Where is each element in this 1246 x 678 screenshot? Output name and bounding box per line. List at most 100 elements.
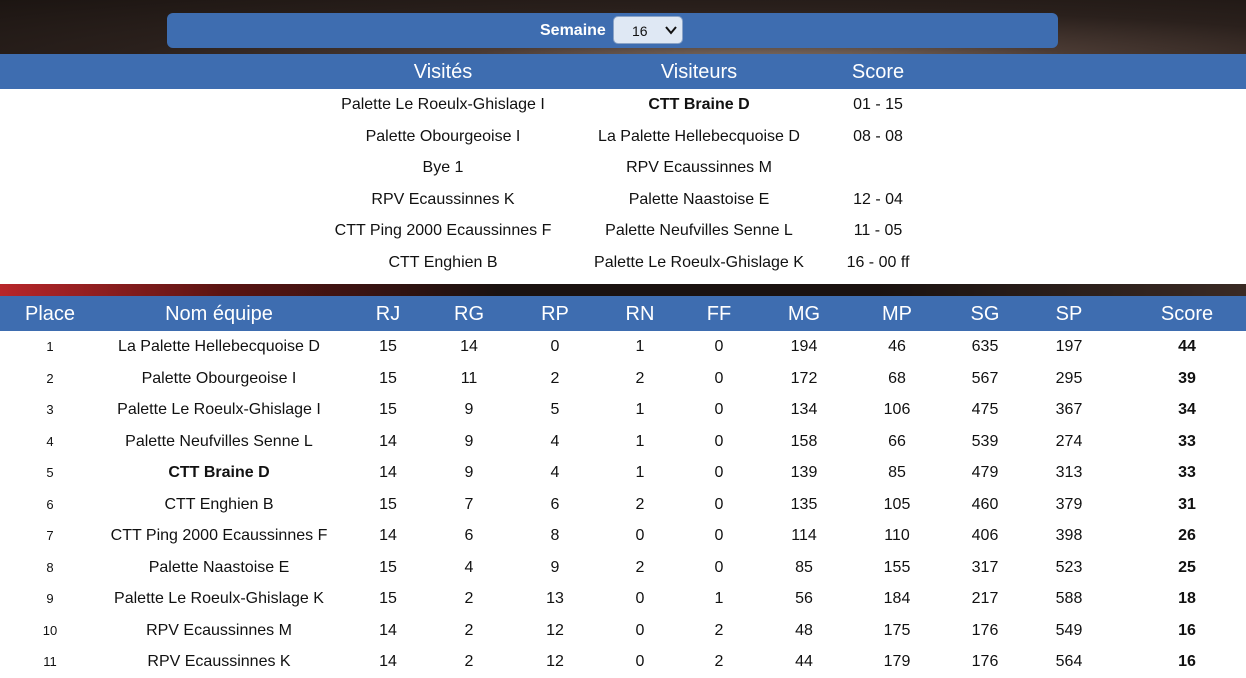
ranking-row: 2 Palette Obourgeoise I 15 11 2 2 0 172 68 567 295…	[0, 363, 1246, 394]
ranking-rg: 6	[464, 527, 474, 544]
ranking-ff: 0	[714, 369, 724, 387]
matches-header-home: Visités	[413, 61, 473, 83]
match-home-team: Bye 1	[422, 159, 464, 176]
ranking-mg: 135	[790, 495, 818, 513]
ranking-rj: 14	[379, 432, 397, 450]
ranking-ff: 0	[714, 464, 724, 481]
ranking-rg: 9	[464, 464, 474, 481]
ranking-rg: 9	[464, 401, 474, 418]
match-home-team: Palette Obourgeoise I	[365, 127, 521, 145]
ranking-rp: 4	[550, 432, 560, 450]
week-select[interactable]: 16	[613, 16, 683, 44]
ranking-rg: 11	[460, 369, 478, 387]
ranking-rp: 8	[550, 527, 560, 544]
match-away-team: La Palette Hellebecquoise D	[598, 127, 800, 145]
ranking-rn: 0	[635, 527, 645, 544]
ranking-rj: 14	[379, 464, 397, 481]
matches-header-away: Visiteurs	[660, 61, 738, 83]
match-away-team: RPV Ecaussinnes M	[626, 159, 772, 176]
ranking-row: 7 CTT Ping 2000 Ecaussinnes F 14 6 8 0 0 114 110…	[0, 520, 1246, 551]
ranking-sg: 479	[971, 464, 999, 481]
ranking-ff: 0	[714, 558, 724, 576]
match-home-team: CTT Enghien B	[388, 253, 498, 271]
match-row: CTT Enghien B Palette Le Roeulx-Ghislage …	[0, 247, 1246, 278]
ranking-header-sp: SP	[1055, 303, 1083, 325]
ranking-mg: 158	[790, 432, 818, 450]
ranking-row: 10 RPV Ecaussinnes M 14 2 12 0 2 48 175 176 549 16	[0, 615, 1246, 646]
ranking-header-mg: MG	[787, 303, 821, 325]
ranking-mg: 194	[790, 338, 818, 355]
ranking-sp: 274	[1055, 432, 1083, 450]
ranking-mp: 68	[888, 369, 906, 387]
ranking-row: 9 Palette Le Roeulx-Ghislage K 15 2 13 0 1 56 18…	[0, 583, 1246, 614]
ranking-sg: 635	[971, 338, 999, 355]
ranking-sp: 564	[1055, 653, 1083, 670]
ranking-ff: 1	[714, 590, 724, 607]
ranking-place: 7	[46, 528, 54, 543]
ranking-header-rj: RJ	[375, 303, 401, 325]
ranking-mg: 48	[795, 621, 813, 639]
match-score: 08 - 08	[853, 127, 903, 145]
match-row: Palette Obourgeoise I La Palette Hellebec…	[0, 121, 1246, 152]
ranking-score: 34	[1178, 401, 1196, 418]
ranking-rn: 1	[635, 432, 645, 450]
ranking-rn: 0	[635, 590, 645, 607]
ranking-rp: 2	[550, 369, 560, 387]
ranking-sg: 317	[971, 558, 999, 576]
match-score: 01 - 15	[853, 96, 903, 113]
ranking-row: 3 Palette Le Roeulx-Ghislage I 15 9 5 1 0 134 10…	[0, 394, 1246, 425]
match-away-team: Palette Le Roeulx-Ghislage K	[594, 253, 804, 271]
ranking-rj: 15	[379, 401, 397, 418]
ranking-mg: 44	[795, 653, 813, 670]
match-away-team: Palette Neufvilles Senne L	[605, 222, 793, 239]
ranking-team: CTT Ping 2000 Ecaussinnes F	[110, 527, 328, 544]
ranking-row: 8 Palette Naastoise E 15 4 9 2 0 85 155 317 523 25	[0, 552, 1246, 583]
ranking-team: Palette Le Roeulx-Ghislage I	[117, 401, 321, 418]
ranking-table: 1 La Palette Hellebecquoise D 15 14 0 1 0 194 46…	[0, 331, 1246, 678]
ranking-mp: 85	[888, 464, 906, 481]
ranking-mp: 175	[883, 621, 911, 639]
ranking-rp: 13	[546, 590, 564, 607]
match-row: Palette Le Roeulx-Ghislage I CTT Braine D…	[0, 89, 1246, 120]
ranking-rj: 14	[379, 527, 397, 544]
ranking-header-ff: FF	[706, 303, 732, 325]
ranking-team: CTT Braine D	[168, 464, 270, 481]
ranking-rp: 4	[550, 464, 560, 481]
match-score: 12 - 04	[853, 190, 903, 208]
ranking-rg: 14	[460, 338, 478, 355]
ranking-rj: 15	[379, 338, 397, 355]
ranking-rn: 0	[635, 653, 645, 670]
ranking-sg: 176	[971, 621, 999, 639]
ranking-score: 39	[1178, 369, 1196, 387]
matches-header-score: Score	[851, 61, 905, 83]
ranking-mp: 179	[883, 653, 911, 670]
ranking-place: 1	[46, 339, 54, 354]
ranking-header: Place Nom équipe RJ RG RP RN FF MG MP SG…	[0, 296, 1246, 331]
match-home-team: Palette Le Roeulx-Ghislage I	[341, 96, 545, 113]
ranking-sp: 197	[1055, 338, 1083, 355]
ranking-score: 33	[1178, 464, 1196, 481]
ranking-ff: 0	[714, 338, 724, 355]
ranking-team: RPV Ecaussinnes K	[147, 653, 291, 670]
ranking-rp: 0	[550, 338, 560, 355]
ranking-header-rg: RG	[454, 303, 484, 325]
ranking-rn: 1	[635, 401, 645, 418]
ranking-rn: 2	[635, 495, 645, 513]
ranking-header-rp: RP	[541, 303, 569, 325]
ranking-sg: 460	[971, 495, 999, 513]
ranking-sp: 523	[1055, 558, 1083, 576]
ranking-ff: 2	[714, 653, 724, 670]
ranking-mg: 85	[795, 558, 813, 576]
ranking-mp: 155	[883, 558, 911, 576]
ranking-row: 4 Palette Neufvilles Senne L 14 9 4 1 0 158 66 53…	[0, 426, 1246, 457]
match-home-team: CTT Ping 2000 Ecaussinnes F	[334, 222, 552, 239]
ranking-rj: 15	[379, 495, 397, 513]
ranking-score: 18	[1178, 590, 1196, 607]
section-divider	[0, 284, 1246, 296]
ranking-rg: 2	[464, 653, 474, 670]
ranking-place: 10	[42, 622, 58, 638]
ranking-row: 11 RPV Ecaussinnes K 14 2 12 0 2 44 179 176 564 16	[0, 646, 1246, 677]
ranking-team: Palette Naastoise E	[148, 558, 290, 576]
ranking-rn: 1	[635, 464, 645, 481]
ranking-sp: 295	[1055, 369, 1083, 387]
